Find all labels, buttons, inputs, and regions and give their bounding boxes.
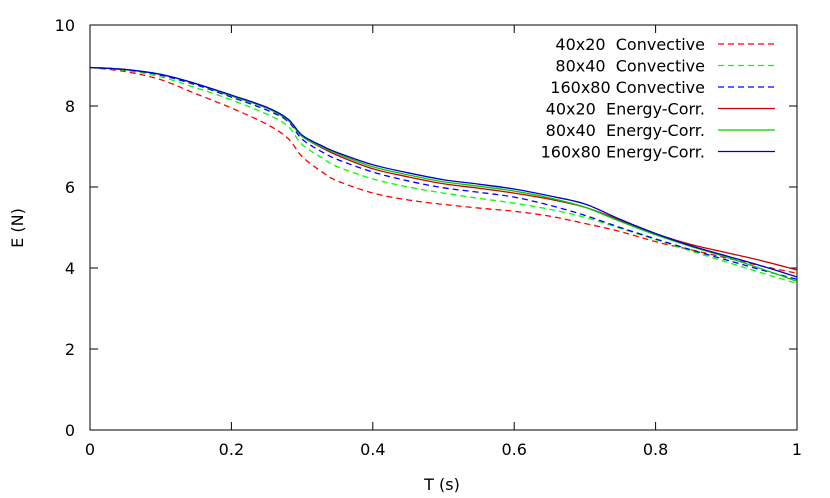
legend-label: 80x40 Energy-Corr. <box>546 121 705 140</box>
legend-label: 160x80 Convective <box>550 78 705 97</box>
legend-label: 80x40 Convective <box>555 57 705 76</box>
series-line-4 <box>89 66 798 271</box>
series-line-1 <box>89 66 798 274</box>
x-axis-label: T (s) <box>423 475 460 494</box>
legend: 40x20 Convective 80x40 Convective 160x80 C… <box>541 35 775 162</box>
x-tick-label: 0 <box>85 440 95 459</box>
x-tick-label: 0.2 <box>219 440 244 459</box>
y-tick-label: 6 <box>65 178 75 197</box>
x-tick-label: 0.4 <box>360 440 385 459</box>
legend-label: 40x20 Energy-Corr. <box>546 100 705 119</box>
y-tick-label: 2 <box>65 340 75 359</box>
series-line-6 <box>89 66 798 278</box>
y-tick-label: 4 <box>65 259 75 278</box>
series-lines <box>89 66 798 285</box>
y-tick-label: 10 <box>55 16 75 35</box>
series-line-2 <box>89 66 798 285</box>
plot-border <box>89 24 798 431</box>
legend-label: 160x80 Energy-Corr. <box>541 143 705 162</box>
series-line-3 <box>89 66 798 280</box>
x-tick-label: 0.8 <box>643 440 668 459</box>
y-tick-label: 0 <box>65 421 75 440</box>
y-tick-label: 8 <box>65 97 75 116</box>
legend-label: 40x20 Convective <box>555 35 705 54</box>
x-tick-label: 0.6 <box>501 440 526 459</box>
plot-frame <box>89 24 798 431</box>
x-tick-label: 1 <box>792 440 802 459</box>
y-axis-label: E (N) <box>8 208 27 248</box>
